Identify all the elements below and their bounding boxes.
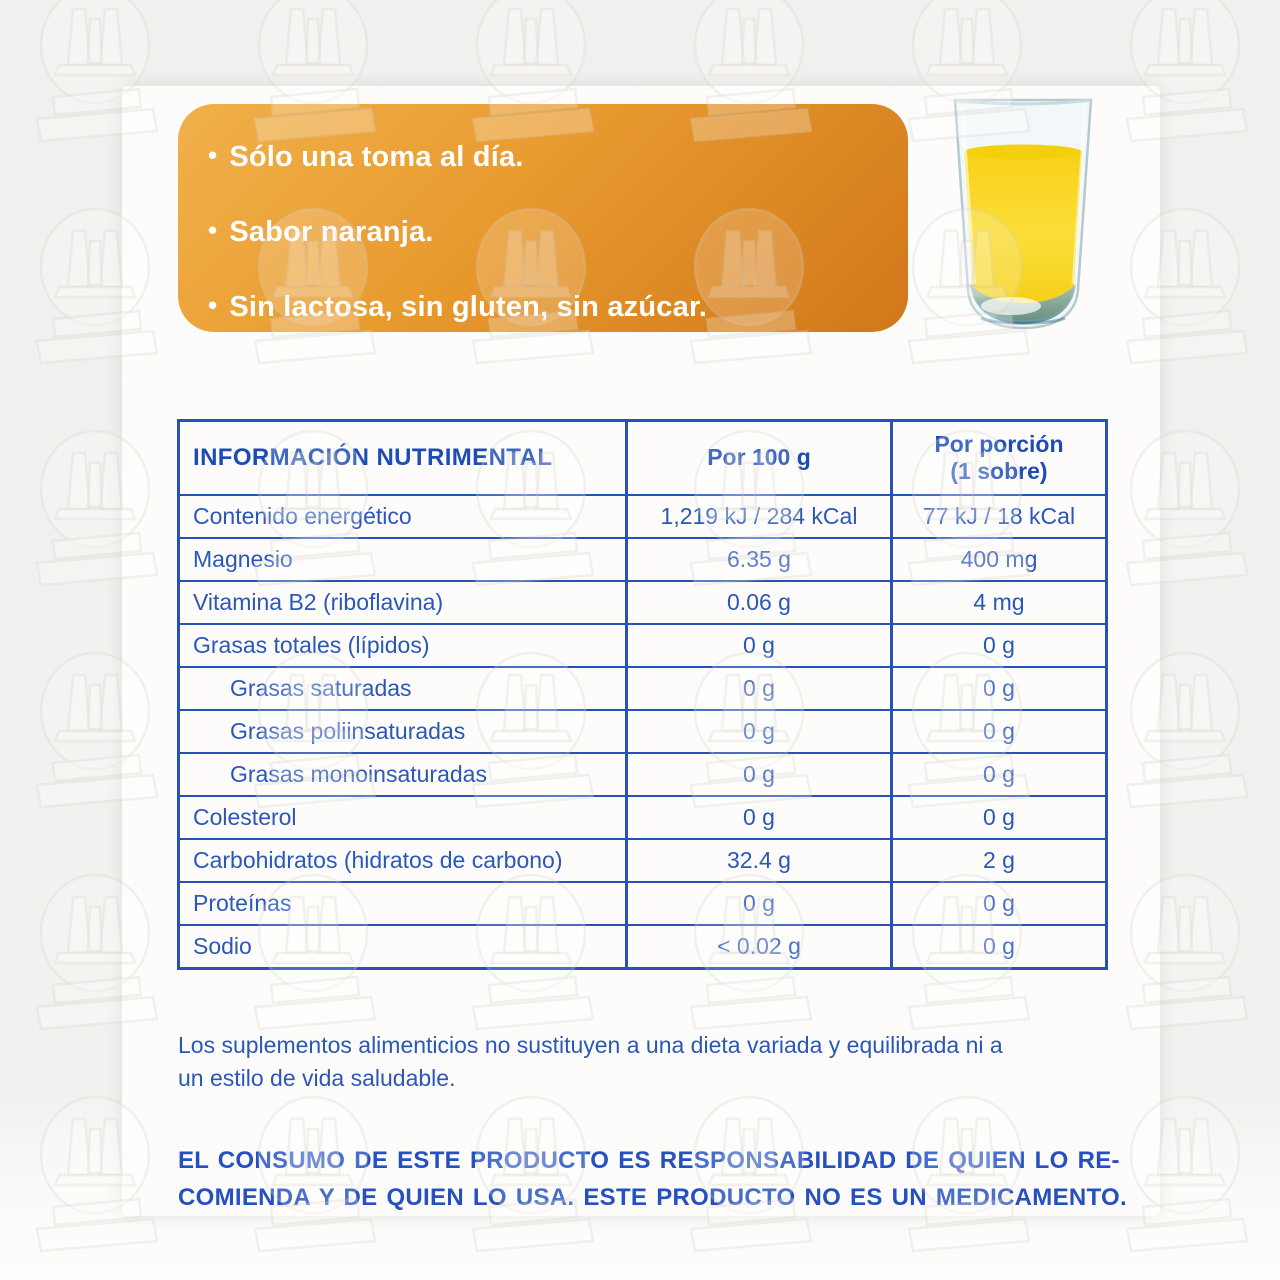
row-label: Grasas saturadas — [177, 666, 628, 711]
row-value-portion: 0 g — [890, 709, 1108, 754]
row-label: Contenido energético — [177, 494, 628, 539]
bullet-text: Sólo una toma al día. — [229, 141, 524, 173]
row-value-portion: 0 g — [890, 795, 1108, 840]
row-label: Proteínas — [177, 881, 628, 926]
table-header-per100g: Por 100 g — [625, 419, 893, 496]
row-label: Grasas monoinsaturadas — [177, 752, 628, 797]
row-value-per100g: 0 g — [625, 623, 893, 668]
row-label: Grasas totales (lípidos) — [177, 623, 628, 668]
table-header-title: INFORMACIÓN NUTRIMENTAL — [177, 419, 628, 496]
feature-bullet: • Sólo una toma al día. — [208, 140, 880, 174]
bullet-marker: • — [208, 290, 218, 320]
row-value-per100g: 0 g — [625, 666, 893, 711]
legal-disclaimer: EL CONSUMO DE ESTE PRODUCTO ES RESPONSAB… — [178, 1147, 1127, 1212]
row-label: Colesterol — [177, 795, 628, 840]
bullet-text: Sin lactosa, sin gluten, sin azúcar. — [229, 291, 708, 323]
row-value-portion: 400 mg — [890, 537, 1108, 582]
row-value-portion: 0 g — [890, 752, 1108, 797]
table-header-portion-line1: Por porción — [934, 430, 1064, 457]
row-value-per100g: 0 g — [625, 881, 893, 926]
row-value-per100g: 0.06 g — [625, 580, 893, 625]
table-row: Carbohidratos (hidratos de carbono) 32.4 … — [177, 838, 1108, 883]
row-label: Grasas poliinsaturadas — [177, 709, 628, 754]
row-label: Vitamina B2 (riboflavina) — [177, 580, 628, 625]
row-label: Carbohidratos (hidratos de carbono) — [177, 838, 628, 883]
bullet-marker: • — [208, 140, 218, 170]
row-value-portion: 0 g — [890, 924, 1108, 970]
row-value-portion: 0 g — [890, 666, 1108, 711]
row-value-portion: 77 kJ / 18 kCal — [890, 494, 1108, 539]
row-label: Magnesio — [177, 537, 628, 582]
row-value-per100g: 0 g — [625, 752, 893, 797]
row-value-portion: 0 g — [890, 623, 1108, 668]
table-header-portion: Por porción (1 sobre) — [890, 419, 1108, 496]
table-header-portion-line2: (1 sobre) — [950, 458, 1048, 484]
row-value-portion: 2 g — [890, 838, 1108, 883]
nutrition-table: INFORMACIÓN NUTRIMENTAL Por 100 g Por po… — [177, 419, 1108, 970]
table-header-row: INFORMACIÓN NUTRIMENTAL Por 100 g Por po… — [177, 419, 1108, 496]
row-value-per100g: 0 g — [625, 709, 893, 754]
row-value-per100g: 6.35 g — [625, 537, 893, 582]
table-row: Contenido energético 1,219 kJ / 284 kCal 7… — [177, 494, 1108, 539]
features-panel: • Sólo una toma al día. • Sabor naranja. • Si… — [178, 104, 908, 332]
bullet-text: Sabor naranja. — [229, 216, 434, 248]
row-label: Sodio — [177, 924, 628, 970]
row-value-portion: 0 g — [890, 881, 1108, 926]
orange-juice-glass-image — [953, 98, 1093, 330]
row-value-per100g: < 0.02 g — [625, 924, 893, 970]
row-value-portion: 4 mg — [890, 580, 1108, 625]
row-value-per100g: 32.4 g — [625, 838, 893, 883]
feature-bullet: • Sin lactosa, sin gluten, sin azúcar. — [208, 290, 880, 324]
supplement-note: Los suplementos alimenticios no sustituy… — [178, 1032, 1003, 1091]
row-value-per100g: 1,219 kJ / 284 kCal — [625, 494, 893, 539]
feature-bullet-list: • Sólo una toma al día. • Sabor naranja. • Si… — [178, 104, 908, 324]
row-value-per100g: 0 g — [625, 795, 893, 840]
bullet-marker: • — [208, 215, 218, 245]
product-card: • Sólo una toma al día. • Sabor naranja. • Si… — [122, 86, 1160, 1216]
table-row: Magnesio 6.35 g 400 mg — [177, 537, 1108, 582]
feature-bullet: • Sabor naranja. — [208, 215, 880, 249]
